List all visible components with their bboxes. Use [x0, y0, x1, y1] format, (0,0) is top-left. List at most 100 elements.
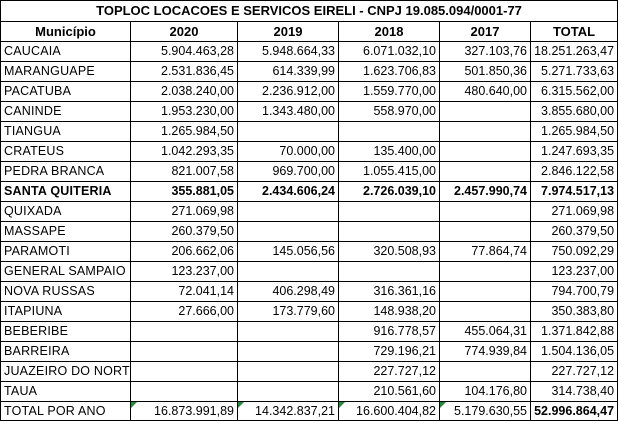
cell-2017[interactable]: 104.176,80 [439, 381, 531, 402]
cell-2020[interactable] [130, 321, 238, 342]
total-label[interactable]: TOTAL POR ANO [0, 401, 131, 421]
cell-2019[interactable]: 969.700,00 [237, 161, 339, 182]
cell-total[interactable]: 1.504.136,05 [529, 341, 618, 362]
total-2017[interactable]: 5.179.630,55 [439, 401, 531, 421]
cell-2019[interactable]: 70.000,00 [237, 141, 339, 162]
cell-2020[interactable]: 5.904.463,28 [130, 41, 238, 62]
cell-2018[interactable]: 320.508,93 [338, 241, 440, 262]
table-title[interactable]: TOPLOC LOCACOES E SERVICOS EIRELI - CNPJ… [0, 0, 618, 22]
header-2020[interactable]: 2020 [130, 21, 238, 42]
header-total[interactable]: TOTAL [529, 21, 618, 42]
cell-2018[interactable]: 227.727,12 [338, 361, 440, 382]
cell-2017[interactable] [439, 201, 531, 222]
cell-municipio[interactable]: GENERAL SAMPAIO [0, 261, 131, 282]
cell-total[interactable]: 1.247.693,35 [529, 141, 618, 162]
cell-2019[interactable] [237, 361, 339, 382]
cell-total[interactable]: 3.855.680,00 [529, 101, 618, 122]
cell-2017[interactable]: 2.457.990,74 [439, 181, 531, 202]
cell-2019[interactable] [237, 321, 339, 342]
cell-2020[interactable]: 2.038.240,00 [130, 81, 238, 102]
cell-municipio[interactable]: TAUA [0, 381, 131, 402]
cell-2018[interactable]: 316.361,16 [338, 281, 440, 302]
cell-2018[interactable]: 148.938,20 [338, 301, 440, 322]
header-2018[interactable]: 2018 [338, 21, 440, 42]
cell-municipio[interactable]: TIANGUA [0, 121, 131, 142]
cell-municipio[interactable]: QUIXADA [0, 201, 131, 222]
total-grand[interactable]: 52.996.864,47 [529, 401, 618, 421]
cell-2019[interactable]: 5.948.664,33 [237, 41, 339, 62]
total-2018[interactable]: 16.600.404,82 [338, 401, 440, 421]
cell-total[interactable]: 750.092,29 [529, 241, 618, 262]
cell-2018[interactable]: 1.559.770,00 [338, 81, 440, 102]
cell-total[interactable]: 314.738,40 [529, 381, 618, 402]
cell-municipio[interactable]: BARREIRA [0, 341, 131, 362]
cell-municipio[interactable]: CRATEUS [0, 141, 131, 162]
cell-2020[interactable]: 821.007,58 [130, 161, 238, 182]
cell-2019[interactable]: 145.056,56 [237, 241, 339, 262]
cell-2019[interactable] [237, 261, 339, 282]
cell-2019[interactable] [237, 341, 339, 362]
cell-2019[interactable] [237, 121, 339, 142]
cell-total[interactable]: 271.069,98 [529, 201, 618, 222]
cell-2020[interactable]: 271.069,98 [130, 201, 238, 222]
cell-2017[interactable] [439, 261, 531, 282]
cell-2017[interactable] [439, 141, 531, 162]
cell-2020[interactable] [130, 381, 238, 402]
cell-2018[interactable]: 210.561,60 [338, 381, 440, 402]
cell-2020[interactable]: 206.662,06 [130, 241, 238, 262]
cell-2020[interactable]: 1.042.293,35 [130, 141, 238, 162]
cell-municipio[interactable]: MARANGUAPE [0, 61, 131, 82]
cell-2017[interactable] [439, 101, 531, 122]
cell-municipio[interactable]: BEBERIBE [0, 321, 131, 342]
cell-2017[interactable] [439, 121, 531, 142]
cell-municipio[interactable]: NOVA RUSSAS [0, 281, 131, 302]
cell-municipio[interactable]: PACATUBA [0, 81, 131, 102]
header-municipio[interactable]: Município [0, 21, 131, 42]
cell-2018[interactable]: 2.726.039,10 [338, 181, 440, 202]
cell-2019[interactable] [237, 381, 339, 402]
cell-2020[interactable]: 355.881,05 [130, 181, 238, 202]
cell-2018[interactable] [338, 261, 440, 282]
cell-municipio[interactable]: PEDRA BRANCA [0, 161, 131, 182]
cell-total[interactable]: 18.251.263,47 [529, 41, 618, 62]
cell-2017[interactable]: 455.064,31 [439, 321, 531, 342]
cell-2017[interactable] [439, 161, 531, 182]
cell-2019[interactable]: 406.298,49 [237, 281, 339, 302]
cell-total[interactable]: 350.383,80 [529, 301, 618, 322]
cell-2018[interactable]: 729.196,21 [338, 341, 440, 362]
cell-total[interactable]: 123.237,00 [529, 261, 618, 282]
cell-municipio[interactable]: MASSAPE [0, 221, 131, 242]
cell-total[interactable]: 6.315.562,00 [529, 81, 618, 102]
cell-total[interactable]: 1.265.984,50 [529, 121, 618, 142]
cell-2018[interactable]: 916.778,57 [338, 321, 440, 342]
cell-2019[interactable]: 2.434.606,24 [237, 181, 339, 202]
cell-municipio[interactable]: JUAZEIRO DO NORTE [0, 361, 131, 382]
cell-total[interactable]: 1.371.842,88 [529, 321, 618, 342]
cell-2018[interactable] [338, 121, 440, 142]
cell-2018[interactable]: 135.400,00 [338, 141, 440, 162]
cell-2020[interactable] [130, 341, 238, 362]
cell-2019[interactable]: 614.339,99 [237, 61, 339, 82]
cell-2020[interactable]: 72.041,14 [130, 281, 238, 302]
cell-municipio[interactable]: PARAMOTI [0, 241, 131, 262]
cell-2020[interactable]: 1.265.984,50 [130, 121, 238, 142]
cell-2017[interactable]: 774.939,84 [439, 341, 531, 362]
cell-2017[interactable] [439, 221, 531, 242]
cell-total[interactable]: 260.379,50 [529, 221, 618, 242]
cell-total[interactable]: 7.974.517,13 [529, 181, 618, 202]
header-2017[interactable]: 2017 [439, 21, 531, 42]
cell-2020[interactable]: 260.379,50 [130, 221, 238, 242]
cell-2017[interactable]: 77.864,74 [439, 241, 531, 262]
cell-total[interactable]: 227.727,12 [529, 361, 618, 382]
cell-municipio[interactable]: CAUCAIA [0, 41, 131, 62]
cell-2019[interactable] [237, 221, 339, 242]
cell-2018[interactable]: 6.071.032,10 [338, 41, 440, 62]
cell-2017[interactable] [439, 301, 531, 322]
cell-total[interactable]: 794.700,79 [529, 281, 618, 302]
header-2019[interactable]: 2019 [237, 21, 339, 42]
cell-2019[interactable] [237, 201, 339, 222]
cell-2020[interactable]: 1.953.230,00 [130, 101, 238, 122]
cell-2017[interactable]: 480.640,00 [439, 81, 531, 102]
cell-2020[interactable]: 2.531.836,45 [130, 61, 238, 82]
cell-2017[interactable] [439, 281, 531, 302]
